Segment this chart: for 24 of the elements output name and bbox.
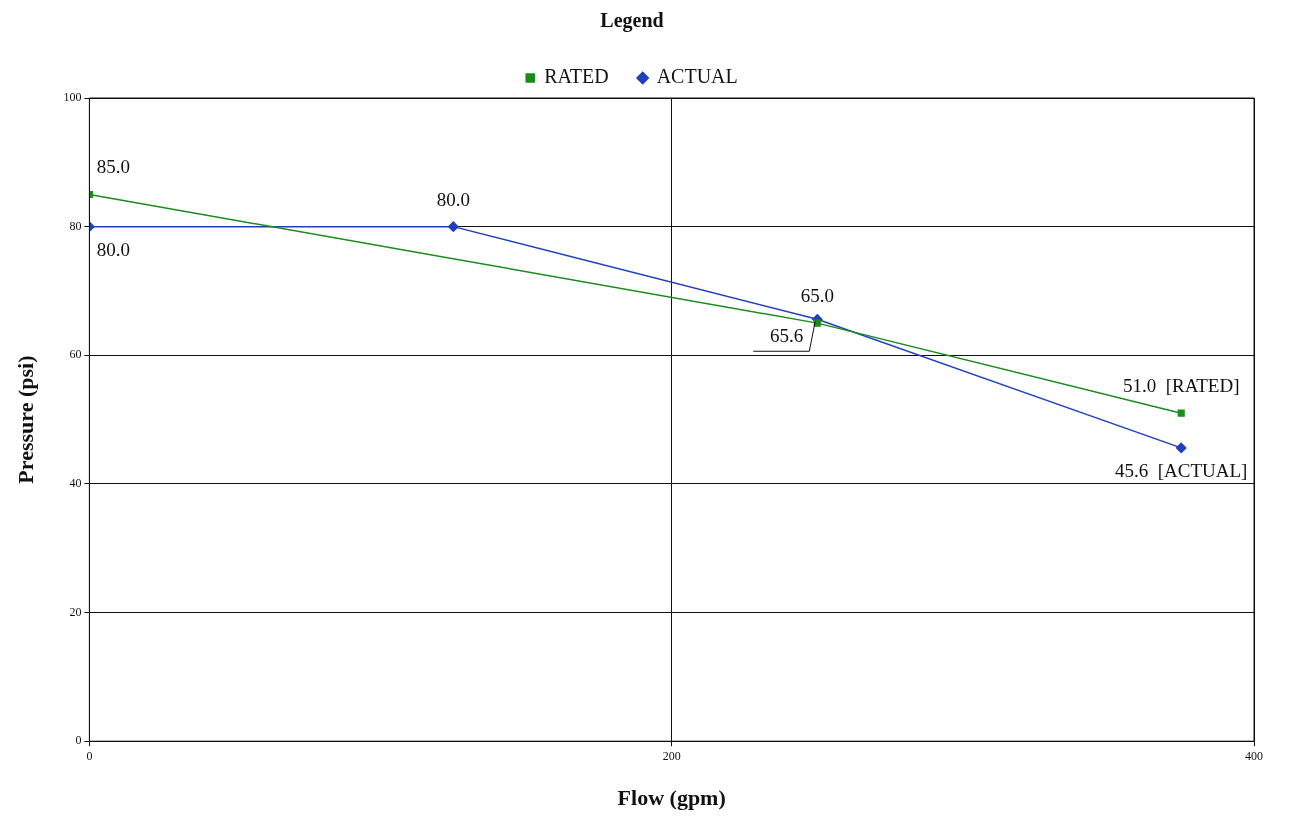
y-tick-label: 80: [69, 218, 82, 233]
x-axis-title: Flow (gpm): [617, 785, 726, 811]
data-label: 65.0: [800, 285, 834, 307]
data-label: 45.6 [ACTUAL]: [1114, 459, 1248, 481]
y-tick-label: 0: [75, 733, 82, 748]
legend-label: ACTUAL: [656, 65, 738, 88]
y-tick-label: 20: [69, 604, 82, 619]
y-tick-label: 40: [69, 476, 82, 491]
data-label: 85.0: [96, 156, 131, 178]
legend-label: RATED: [544, 65, 609, 88]
point: [1175, 442, 1187, 454]
x-tick-label: 200: [662, 748, 681, 763]
y-tick-label: 100: [63, 90, 82, 105]
y-tick-label: 60: [69, 347, 82, 362]
point: [448, 221, 459, 232]
data-label: 80.0: [96, 238, 131, 260]
y-axis-title: Pressure (psi): [12, 355, 38, 484]
data-label: 80.0: [436, 188, 470, 210]
data-label: 51.0 [RATED]: [1122, 375, 1240, 397]
legend-title: Legend: [600, 9, 664, 33]
x-tick-label: 400: [1245, 748, 1263, 763]
x-tick-label: 0: [86, 748, 93, 763]
data-label: 65.6: [770, 325, 804, 347]
point: [1177, 409, 1185, 417]
